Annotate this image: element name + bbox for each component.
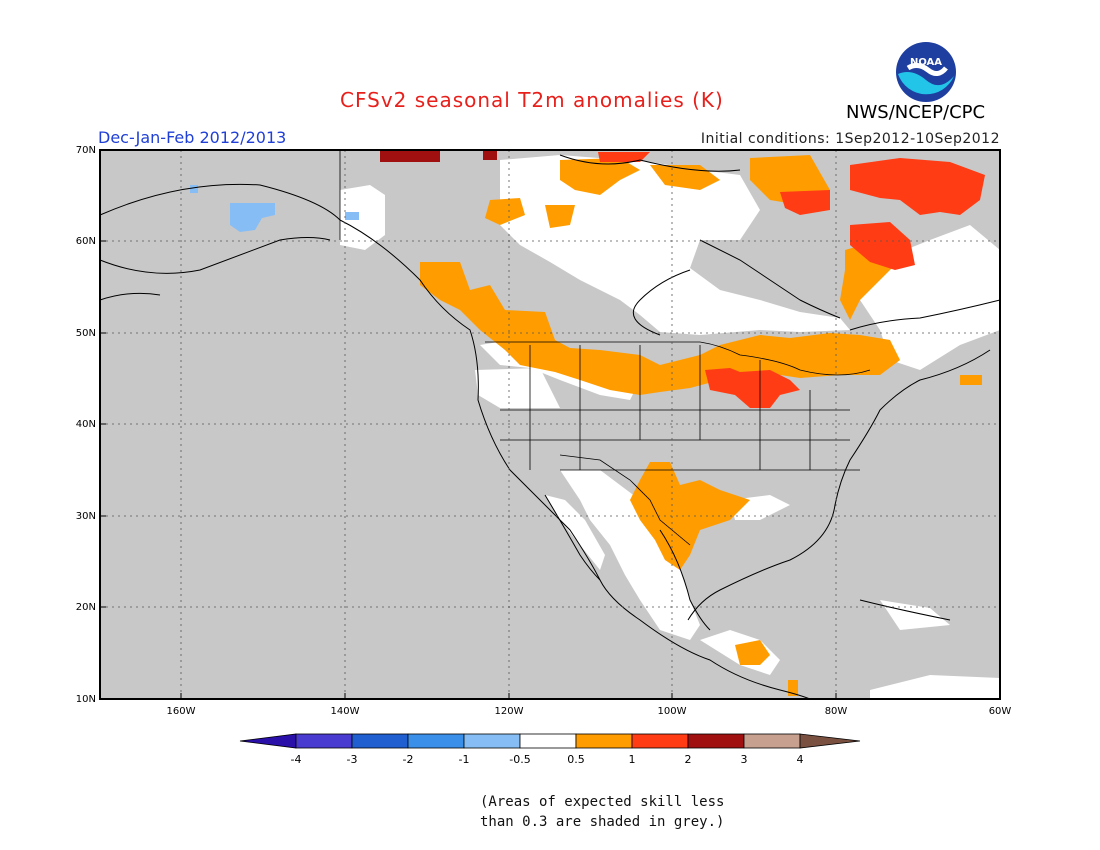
colorbar	[239, 733, 861, 749]
lat-label: 10N	[76, 694, 96, 705]
colorbar-swatch	[575, 733, 633, 749]
colorbar-label: -3	[347, 753, 358, 766]
lat-label: 40N	[76, 419, 96, 430]
colorbar-label: 4	[797, 753, 804, 766]
colorbar-label: 0.5	[567, 753, 585, 766]
alaska-cold-dot-2	[345, 212, 359, 220]
initial-conditions: Initial conditions: 1Sep2012-10Sep2012	[700, 131, 1000, 147]
colorbar-swatch	[407, 733, 465, 749]
nw-us-white-2	[475, 368, 560, 408]
colorbar-swatch	[463, 733, 521, 749]
colorbar-swatch	[687, 733, 745, 749]
colorbar-labels: -4 -3 -2 -1 -0.5 0.5 1 2 3 4	[291, 753, 804, 766]
lon-label: 100W	[658, 706, 687, 717]
colorbar-swatch	[351, 733, 409, 749]
longitude-labels: 160W 140W 120W 100W 80W 60W	[167, 706, 1012, 717]
colorbar-swatch	[519, 733, 577, 749]
political-borders	[339, 150, 871, 546]
cold-anomaly-regions	[190, 185, 359, 232]
lon-label: 120W	[495, 706, 524, 717]
colorbar-label: 1	[629, 753, 636, 766]
yukon-orange	[485, 198, 525, 225]
chart-title: CFSv2 seasonal T2m anomalies (K)	[340, 88, 724, 112]
caribbean-white	[880, 600, 950, 630]
lat-label: 50N	[76, 328, 96, 339]
nwt-orange	[545, 205, 575, 228]
tick-marks	[100, 149, 1001, 700]
graticule	[100, 150, 1000, 699]
extreme-warm-regions	[380, 150, 497, 162]
baja-white	[545, 495, 605, 570]
south-white	[870, 675, 1000, 699]
alaska-cold-dot	[190, 185, 198, 193]
colorbar-swatch	[743, 733, 801, 749]
colorbar-label: -0.5	[509, 753, 530, 766]
alaska-white	[340, 185, 385, 250]
northern-canada-orange	[560, 158, 640, 195]
great-lakes-red	[705, 368, 800, 408]
strong-warm-regions	[598, 152, 985, 408]
agency-label: NWS/NCEP/CPC	[846, 102, 986, 123]
bc-orange	[420, 262, 900, 395]
lat-label: 60N	[76, 236, 96, 247]
colorbar-swatch	[239, 733, 297, 749]
canada-north-white	[500, 155, 850, 335]
arctic-orange-2	[650, 165, 720, 190]
newfoundland-orange	[960, 375, 982, 385]
colorbar-label: -2	[403, 753, 414, 766]
yucatan-orange	[788, 680, 798, 696]
arctic-darkred	[380, 150, 440, 162]
lat-label: 20N	[76, 602, 96, 613]
lon-label: 160W	[167, 706, 196, 717]
alaska-cold-patch	[230, 203, 275, 232]
colorbar-label: -4	[291, 753, 302, 766]
arctic-darkred-2	[483, 150, 497, 160]
noaa-logo-icon: NOAA	[896, 42, 956, 102]
colorbar-swatch	[631, 733, 689, 749]
coastlines	[99, 154, 1001, 700]
footnote-line: (Areas of expected skill less	[480, 794, 725, 810]
colorbar-label: 3	[741, 753, 748, 766]
greenland-red	[850, 158, 985, 215]
lon-label: 60W	[989, 706, 1012, 717]
central-america-orange	[735, 640, 770, 665]
lon-label: 80W	[825, 706, 848, 717]
forecast-period: Dec-Jan-Feb 2012/2013	[98, 128, 287, 147]
skill-footnote: (Areas of expected skill less than 0.3 a…	[480, 792, 724, 832]
colorbar-label: -1	[459, 753, 470, 766]
lon-label: 140W	[331, 706, 360, 717]
labrador-red	[850, 222, 915, 270]
lat-label: 70N	[76, 145, 96, 156]
colorbar-swatch	[295, 733, 353, 749]
colorbar-swatch	[799, 733, 861, 749]
logo-text: NOAA	[910, 57, 942, 68]
mexico-white	[560, 470, 700, 640]
footnote-line: than 0.3 are shaded in grey.)	[480, 814, 725, 830]
colorbar-label: 2	[685, 753, 692, 766]
baffin-red	[780, 190, 830, 215]
latitude-labels: 70N 60N 50N 40N 30N 20N 10N	[76, 145, 96, 705]
arctic-red	[598, 152, 650, 162]
lat-label: 30N	[76, 511, 96, 522]
